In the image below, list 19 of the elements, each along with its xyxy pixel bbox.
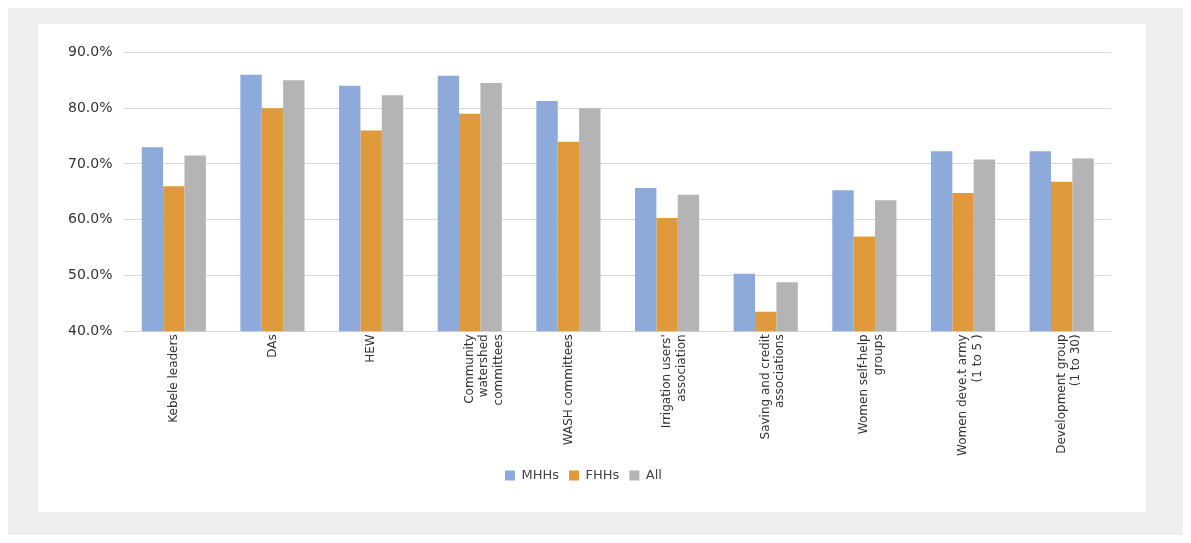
y-tick-label: 60.0% xyxy=(67,210,113,227)
x-tick-label: Irrigation users' association xyxy=(659,334,688,429)
x-tick-label: DAs xyxy=(264,334,279,358)
x-tick-label: Women self-help groups xyxy=(856,334,885,435)
legend-label: MHHs xyxy=(521,466,560,482)
y-tick-label: 90.0% xyxy=(67,43,113,60)
x-tick-label: HEW xyxy=(363,334,378,363)
y-tick-label: 50.0% xyxy=(67,266,113,283)
legend-label: All xyxy=(645,466,662,482)
x-tick-label: Community watershed committees xyxy=(461,334,505,406)
x-tick-label: WASH committees xyxy=(560,334,575,446)
y-tick-label: 80.0% xyxy=(67,98,113,115)
x-tick-label: Development group (1 to 30) xyxy=(1053,334,1083,454)
legend-label: FHHs xyxy=(585,466,620,482)
x-tick-label: Women deve.t army (1 to 5 ) xyxy=(955,334,984,457)
y-tick-label: 70.0% xyxy=(67,154,113,171)
y-tick-label: 40.0% xyxy=(67,321,113,338)
x-tick-label: Saving and credit associations xyxy=(757,334,787,440)
x-tick-label: Kebele leaders xyxy=(165,334,180,423)
